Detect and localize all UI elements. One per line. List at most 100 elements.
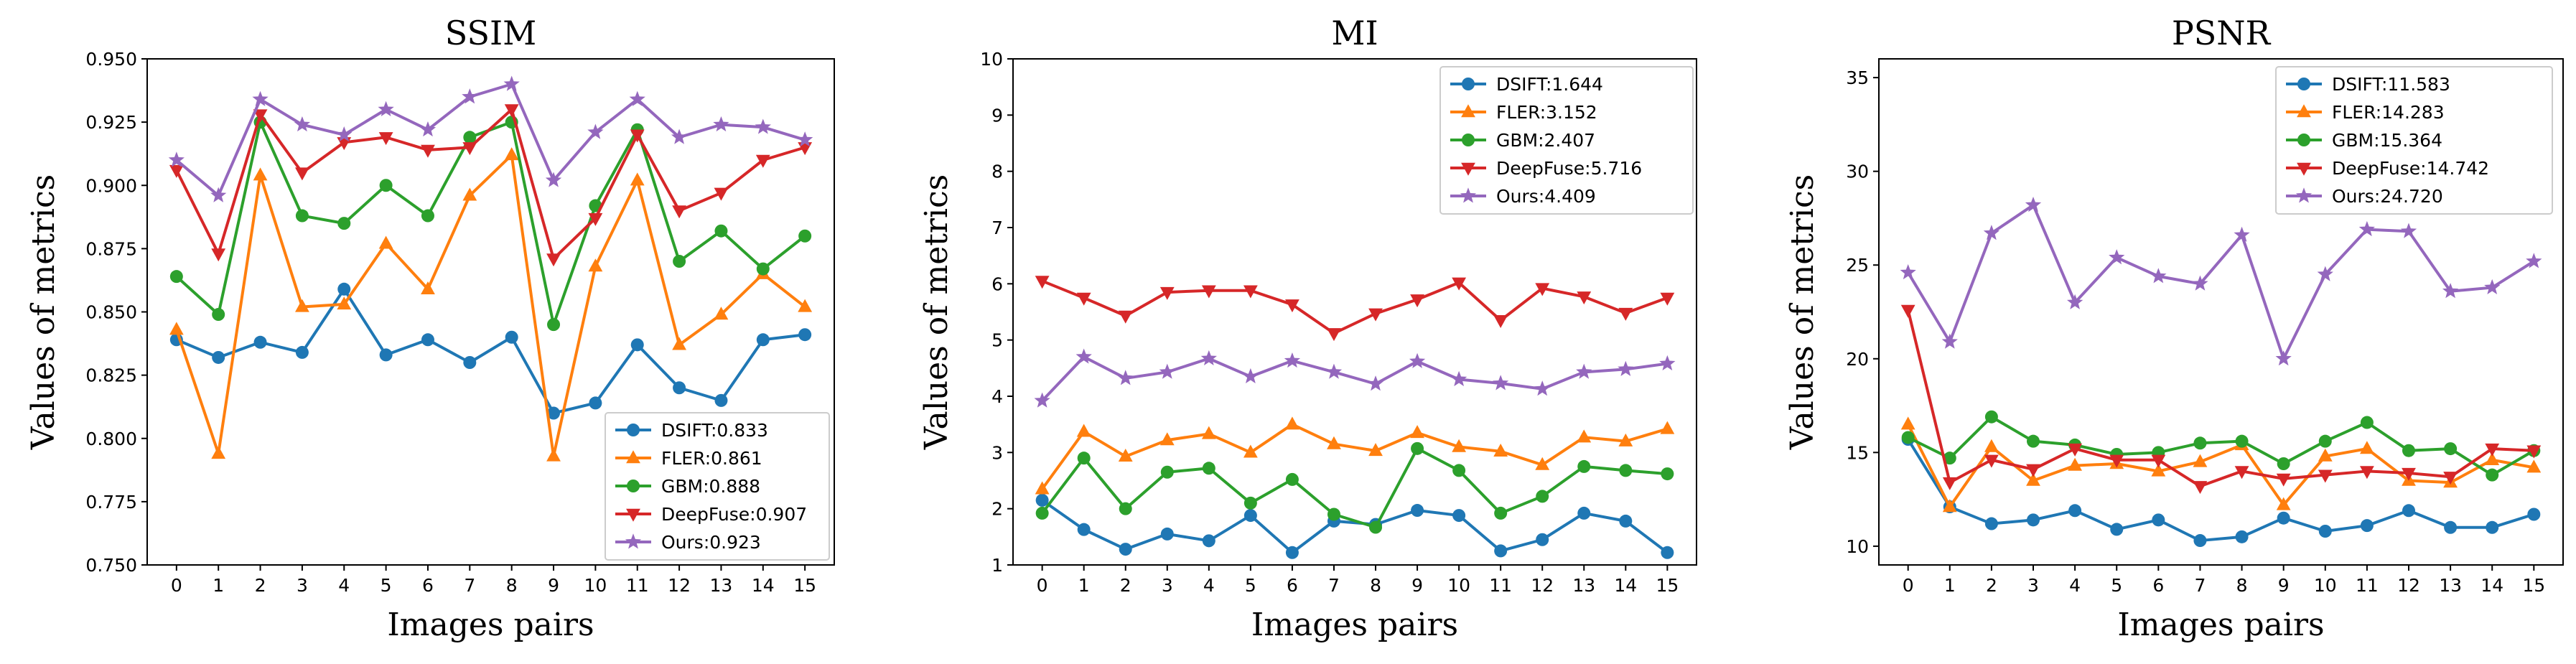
data-point [337,217,351,230]
x-axis-label: Images pairs [387,607,594,643]
x-tick-label: 14 [1614,575,1637,596]
data-point [2526,253,2542,268]
data-point [1577,506,1591,520]
series-line [1906,424,2534,509]
data-point [1619,464,1633,477]
data-point [2402,444,2415,457]
series-2 [169,116,812,332]
x-tick-label: 8 [506,575,518,596]
data-point [1368,308,1383,322]
data-point [1452,509,1466,523]
data-point [755,118,771,134]
series-line [1041,446,1668,529]
legend-box [605,412,830,561]
data-point [1984,454,1999,468]
series-4 [1034,348,1676,408]
data-point [2109,249,2125,265]
data-point [713,116,729,132]
y-tick-label: 1 [991,555,1003,576]
data-point [253,109,268,123]
data-point [1200,350,1217,365]
x-axis-label: Images pairs [2117,607,2324,643]
data-point [1160,465,1174,479]
data-point [1367,375,1384,391]
data-point [1577,429,1592,443]
series-line [175,108,806,261]
x-tick-label: 10 [2314,575,2337,596]
data-point [2402,504,2415,518]
data-point [547,406,561,420]
data-point [546,253,561,267]
data-point [714,307,729,320]
x-tick-label: 5 [2111,575,2122,596]
x-tick-label: 11 [626,575,649,596]
data-point [1202,462,1215,475]
data-point [1452,277,1467,291]
legend-marker [626,450,640,464]
series-1 [1035,416,1675,495]
data-point [1368,443,1383,457]
x-tick-label: 9 [548,575,559,596]
data-point [2151,454,2166,468]
legend-label: FLER:0.861 [661,448,762,469]
data-point [505,330,518,344]
legend-box [1439,66,1694,215]
legend-marker [2295,187,2313,203]
data-point [2485,443,2500,457]
x-tick-label: 8 [1370,575,1381,596]
data-point [421,281,435,294]
legend-marker [626,508,640,522]
x-axis-label: Images pairs [1251,607,1458,643]
legend-label: FLER:14.283 [2332,102,2445,123]
data-point [212,308,225,322]
y-tick-label: 0.875 [85,238,137,259]
x-tick-label: 2 [1120,575,1131,596]
data-point [1160,527,1174,541]
data-point [1943,452,1956,465]
data-point [2068,457,2083,471]
x-tick-label: 3 [2027,575,2039,596]
data-point [1941,333,1958,349]
data-point [1660,292,1675,306]
y-tick-label: 6 [991,273,1003,294]
data-point [378,132,393,146]
data-point [421,209,434,223]
x-tick-label: 1 [213,575,224,596]
legend-label: Ours:24.720 [2332,186,2443,207]
y-tick-label: 3 [991,442,1003,463]
data-point [2109,454,2124,468]
series-line [1041,423,1668,490]
x-tick-label: 15 [2522,575,2545,596]
data-point [1576,363,1592,379]
data-point [336,126,353,142]
data-point [2025,196,2042,212]
data-point [2486,520,2499,534]
data-point [755,154,770,168]
data-point [504,104,519,118]
x-tick-label: 12 [668,575,691,596]
data-point [419,121,437,137]
data-point [2026,464,2040,477]
data-point [169,164,184,178]
data-point [2150,268,2167,284]
data-point [629,90,645,106]
data-point [1243,444,1258,458]
x-tick-label: 5 [381,575,392,596]
x-tick-label: 13 [2439,575,2462,596]
data-point [2151,463,2166,477]
data-point [463,131,477,144]
legend-label: DSIFT:1.644 [1496,74,1603,95]
x-tick-label: 14 [2481,575,2503,596]
data-point [1618,307,1633,321]
data-point [1076,424,1091,437]
data-point [798,299,813,312]
data-point [1034,392,1050,408]
y-tick-label: 0.950 [85,49,137,70]
y-tick-label: 0.775 [85,492,137,513]
data-point [2318,434,2332,448]
series-3 [1035,276,1675,342]
x-tick-label: 3 [1162,575,1173,596]
data-point [1076,292,1091,306]
